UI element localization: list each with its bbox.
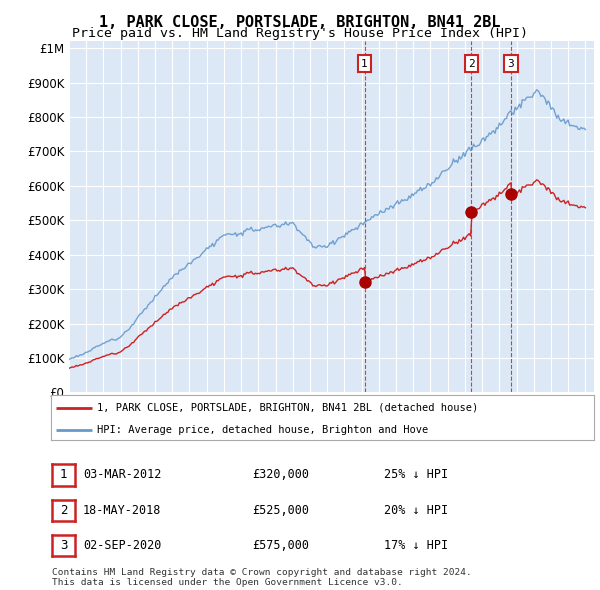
- Text: 20% ↓ HPI: 20% ↓ HPI: [384, 504, 448, 517]
- Text: Contains HM Land Registry data © Crown copyright and database right 2024.
This d: Contains HM Land Registry data © Crown c…: [52, 568, 472, 587]
- Text: 02-SEP-2020: 02-SEP-2020: [83, 539, 161, 552]
- Text: £575,000: £575,000: [252, 539, 309, 552]
- Text: 18-MAY-2018: 18-MAY-2018: [83, 504, 161, 517]
- Text: 2: 2: [60, 504, 67, 517]
- Text: £320,000: £320,000: [252, 468, 309, 481]
- Text: £525,000: £525,000: [252, 504, 309, 517]
- Text: 03-MAR-2012: 03-MAR-2012: [83, 468, 161, 481]
- Text: HPI: Average price, detached house, Brighton and Hove: HPI: Average price, detached house, Brig…: [97, 425, 428, 435]
- Text: Price paid vs. HM Land Registry's House Price Index (HPI): Price paid vs. HM Land Registry's House …: [72, 27, 528, 40]
- Text: 2: 2: [468, 58, 475, 68]
- Text: 17% ↓ HPI: 17% ↓ HPI: [384, 539, 448, 552]
- Text: 1: 1: [361, 58, 368, 68]
- Text: 25% ↓ HPI: 25% ↓ HPI: [384, 468, 448, 481]
- Text: 1, PARK CLOSE, PORTSLADE, BRIGHTON, BN41 2BL: 1, PARK CLOSE, PORTSLADE, BRIGHTON, BN41…: [99, 15, 501, 30]
- Text: 3: 3: [60, 539, 67, 552]
- Text: 1: 1: [60, 468, 67, 481]
- Text: 1, PARK CLOSE, PORTSLADE, BRIGHTON, BN41 2BL (detached house): 1, PARK CLOSE, PORTSLADE, BRIGHTON, BN41…: [97, 403, 478, 412]
- Text: 3: 3: [508, 58, 514, 68]
